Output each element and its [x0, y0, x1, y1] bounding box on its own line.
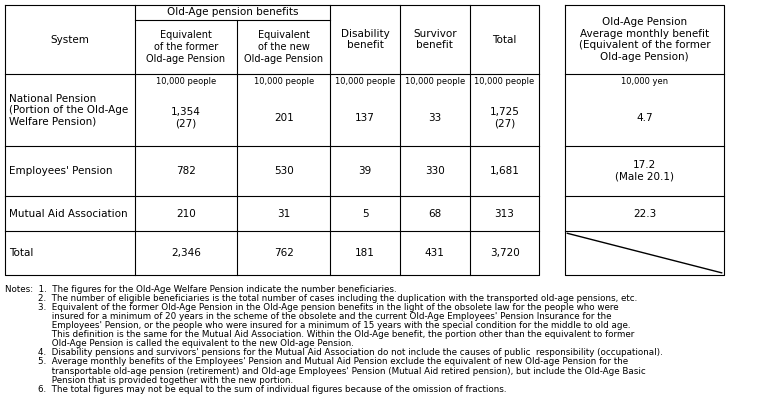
Text: 782: 782 — [176, 166, 196, 176]
Text: Survivor
benefit: Survivor benefit — [413, 29, 456, 50]
Text: System: System — [50, 34, 89, 45]
Text: 431: 431 — [425, 248, 445, 258]
Text: Old-Age Pension is called the equivalent to the new Old-age Pension.: Old-Age Pension is called the equivalent… — [5, 339, 354, 348]
Text: Employees' Pension, or the people who were insured for a minimum of 15 years wit: Employees' Pension, or the people who we… — [5, 321, 630, 330]
Text: This definition is the same for the Mutual Aid Association. Within the Old-Age b: This definition is the same for the Mutu… — [5, 330, 634, 339]
Text: 181: 181 — [355, 248, 375, 258]
Text: 762: 762 — [274, 248, 294, 258]
Text: 3.  Equivalent of the former Old-Age Pension in the Old-Age pension benefits in : 3. Equivalent of the former Old-Age Pens… — [5, 303, 619, 312]
Text: 68: 68 — [428, 209, 442, 218]
Text: 10,000 people: 10,000 people — [254, 77, 314, 86]
Text: 210: 210 — [176, 209, 196, 218]
Text: 10,000 people: 10,000 people — [405, 77, 465, 86]
Text: Total: Total — [9, 248, 34, 258]
Text: Old-Age pension benefits: Old-Age pension benefits — [167, 8, 298, 17]
Text: Equivalent
of the new
Old-age Pension: Equivalent of the new Old-age Pension — [244, 30, 323, 64]
Text: 2.  The number of eligible beneficiaries is the total number of cases including : 2. The number of eligible beneficiaries … — [5, 294, 637, 303]
Text: 10,000 people: 10,000 people — [474, 77, 535, 86]
Text: 4.7: 4.7 — [636, 113, 653, 122]
Text: Mutual Aid Association: Mutual Aid Association — [9, 209, 128, 218]
Text: Notes:  1.  The figures for the Old-Age Welfare Pension indicate the number bene: Notes: 1. The figures for the Old-Age We… — [5, 285, 396, 294]
Text: Equivalent
of the former
Old-age Pension: Equivalent of the former Old-age Pension — [146, 30, 226, 64]
Text: 10,000 yen: 10,000 yen — [621, 77, 668, 86]
Text: 201: 201 — [274, 113, 294, 122]
Text: 1,725
(27): 1,725 (27) — [489, 107, 519, 128]
Text: 31: 31 — [277, 209, 290, 218]
Text: 2,346: 2,346 — [171, 248, 201, 258]
Text: 1,681: 1,681 — [489, 166, 519, 176]
Text: 137: 137 — [355, 113, 375, 122]
Text: 22.3: 22.3 — [633, 209, 656, 218]
Text: 5: 5 — [362, 209, 368, 218]
Text: 1,354
(27): 1,354 (27) — [171, 107, 201, 128]
Text: 33: 33 — [428, 113, 442, 122]
Text: Pension that is provided together with the new portion.: Pension that is provided together with t… — [5, 376, 293, 385]
Text: 17.2
(Male 20.1): 17.2 (Male 20.1) — [615, 160, 674, 182]
Text: National Pension
(Portion of the Old-Age
Welfare Pension): National Pension (Portion of the Old-Age… — [9, 94, 128, 127]
Text: Total: Total — [493, 34, 517, 45]
Text: 530: 530 — [274, 166, 294, 176]
Text: 39: 39 — [359, 166, 372, 176]
Text: Disability
benefit: Disability benefit — [341, 29, 389, 50]
Text: transportable old-age pension (retirement) and Old-age Employees' Pension (Mutua: transportable old-age pension (retiremen… — [5, 367, 645, 376]
Text: insured for a minimum of 20 years in the scheme of the obsolete and the current : insured for a minimum of 20 years in the… — [5, 312, 612, 321]
Text: 6.  The total figures may not be equal to the sum of individual figures because : 6. The total figures may not be equal to… — [5, 385, 506, 394]
Text: 330: 330 — [425, 166, 445, 176]
Text: 4.  Disability pensions and survivors' pensions for the Mutual Aid Association d: 4. Disability pensions and survivors' pe… — [5, 348, 662, 357]
Text: 10,000 people: 10,000 people — [156, 77, 216, 86]
Text: Old-Age Pension
Average monthly benefit
(Equivalent of the former
Old-age Pensio: Old-Age Pension Average monthly benefit … — [579, 17, 710, 62]
Text: 5.  Average monthly benefits of the Employees' Pension and Mutual Aid Pension ex: 5. Average monthly benefits of the Emplo… — [5, 357, 628, 367]
Text: 313: 313 — [495, 209, 514, 218]
Text: Employees' Pension: Employees' Pension — [9, 166, 113, 176]
Text: 3,720: 3,720 — [489, 248, 519, 258]
Text: 10,000 people: 10,000 people — [335, 77, 395, 86]
